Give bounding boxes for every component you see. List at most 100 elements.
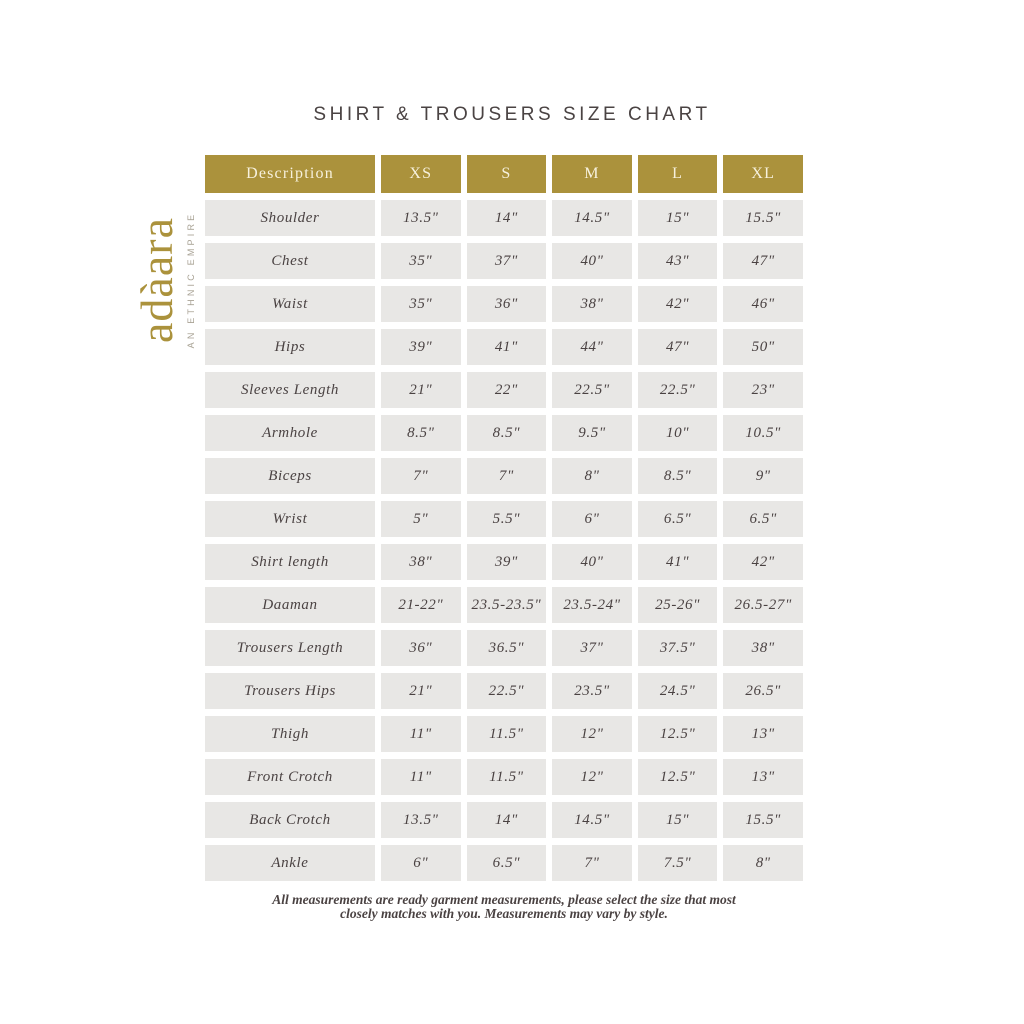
size-value-cell: 8.5" [466,415,547,451]
table-row: Shoulder 13.5" 14" 14.5" 15" 15.5" [205,200,803,236]
size-value-cell: 14" [466,200,547,236]
size-value-cell: 6.5" [637,501,718,537]
size-value-cell: 11" [381,759,461,795]
size-value-cell: 22.5" [552,372,632,408]
table-row: Sleeves Length 21" 22" 22.5" 22.5" 23" [205,372,803,408]
size-value-cell: 7" [381,458,461,494]
size-value-cell: 12" [552,759,632,795]
size-value-cell: 23.5-24" [552,587,632,623]
size-value-cell: 50" [723,329,803,365]
size-value-cell: 6" [381,845,461,881]
table-row: Wrist 5" 5.5" 6" 6.5" 6.5" [205,501,803,537]
size-value-cell: 24.5" [637,673,718,709]
size-value-cell: 14" [466,802,547,838]
size-value-cell: 12" [552,716,632,752]
table-row: Armhole 8.5" 8.5" 9.5" 10" 10.5" [205,415,803,451]
column-header: S [466,155,547,193]
row-label: Thigh [205,716,375,752]
table-row: Front Crotch 11" 11.5" 12" 12.5" 13" [205,759,803,795]
row-label: Trousers Length [205,630,375,666]
size-value-cell: 15.5" [723,802,803,838]
size-value-cell: 15" [637,802,718,838]
table-row: Thigh 11" 11.5" 12" 12.5" 13" [205,716,803,752]
row-label: Ankle [205,845,375,881]
size-value-cell: 10.5" [723,415,803,451]
row-label: Waist [205,286,375,322]
size-value-cell: 38" [723,630,803,666]
row-label: Shoulder [205,200,375,236]
measurement-note-line2: closely matches with you. Measurements m… [340,906,668,921]
row-label: Armhole [205,415,375,451]
size-value-cell: 12.5" [637,759,718,795]
size-value-cell: 21-22" [381,587,461,623]
row-label: Daaman [205,587,375,623]
size-value-cell: 8.5" [637,458,718,494]
size-value-cell: 26.5-27" [723,587,803,623]
size-value-cell: 21" [381,673,461,709]
size-value-cell: 12.5" [637,716,718,752]
table-row: Back Crotch 13.5" 14" 14.5" 15" 15.5" [205,802,803,838]
size-value-cell: 44" [552,329,632,365]
size-value-cell: 36" [466,286,547,322]
size-value-cell: 41" [637,544,718,580]
size-value-cell: 47" [723,243,803,279]
size-value-cell: 7.5" [637,845,718,881]
row-label: Trousers Hips [205,673,375,709]
size-value-cell: 37" [466,243,547,279]
size-value-cell: 9" [723,458,803,494]
table-header-row: Description XS S M L XL [205,155,803,193]
size-value-cell: 7" [552,845,632,881]
table-row: Trousers Hips 21" 22.5" 23.5" 24.5" 26.5" [205,673,803,709]
size-value-cell: 14.5" [552,200,632,236]
size-value-cell: 13.5" [381,200,461,236]
size-value-cell: 21" [381,372,461,408]
table-row: Biceps 7" 7" 8" 8.5" 9" [205,458,803,494]
size-value-cell: 23" [723,372,803,408]
row-label: Sleeves Length [205,372,375,408]
size-value-cell: 14.5" [552,802,632,838]
measurement-note-line1: All measurements are ready garment measu… [272,892,736,907]
size-value-cell: 11.5" [466,716,547,752]
size-value-cell: 5.5" [466,501,547,537]
row-label: Shirt length [205,544,375,580]
size-value-cell: 5" [381,501,461,537]
size-value-cell: 11" [381,716,461,752]
size-value-cell: 35" [381,243,461,279]
size-value-cell: 13" [723,759,803,795]
size-value-cell: 13" [723,716,803,752]
table-row: Ankle 6" 6.5" 7" 7.5" 8" [205,845,803,881]
size-value-cell: 38" [552,286,632,322]
size-value-cell: 35" [381,286,461,322]
size-chart-table: Description XS S M L XL Shoulder 13.5" 14" 14.5"… [205,155,803,888]
table-row: Hips 39" 41" 44" 47" 50" [205,329,803,365]
size-value-cell: 8.5" [381,415,461,451]
size-value-cell: 23.5" [552,673,632,709]
row-label: Hips [205,329,375,365]
size-table-body: Shoulder 13.5" 14" 14.5" 15" 15.5" Chest 35" 37"… [205,200,803,881]
size-value-cell: 41" [466,329,547,365]
table-row: Trousers Length 36" 36.5" 37" 37.5" 38" [205,630,803,666]
row-label: Chest [205,243,375,279]
table-row: Waist 35" 36" 38" 42" 46" [205,286,803,322]
size-value-cell: 15" [637,200,718,236]
page-title: SHIRT & TROUSERS SIZE CHART [313,104,711,125]
size-value-cell: 42" [723,544,803,580]
size-value-cell: 47" [637,329,718,365]
brand-tagline: AN ETHNIC EMPIRE [186,211,196,349]
size-value-cell: 15.5" [723,200,803,236]
size-value-cell: 38" [381,544,461,580]
column-header: M [552,155,632,193]
column-header: L [637,155,718,193]
size-value-cell: 37" [552,630,632,666]
column-header: Description [205,155,375,193]
column-header: XS [381,155,461,193]
size-value-cell: 39" [381,329,461,365]
size-value-cell: 43" [637,243,718,279]
size-value-cell: 39" [466,544,547,580]
size-value-cell: 7" [466,458,547,494]
row-label: Biceps [205,458,375,494]
size-value-cell: 11.5" [466,759,547,795]
size-value-cell: 40" [552,243,632,279]
size-value-cell: 22" [466,372,547,408]
size-value-cell: 25-26" [637,587,718,623]
